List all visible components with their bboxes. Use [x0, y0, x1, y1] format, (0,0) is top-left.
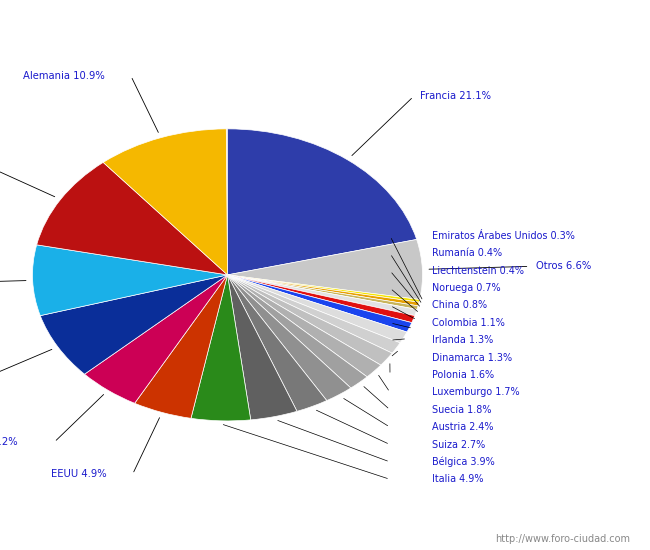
- Text: Emiratos Árabes Unidos 0.3%: Emiratos Árabes Unidos 0.3%: [432, 231, 575, 241]
- Wedge shape: [32, 245, 228, 316]
- Text: Suecia 1.8%: Suecia 1.8%: [432, 405, 492, 415]
- Text: Suiza 2.7%: Suiza 2.7%: [432, 439, 486, 449]
- Wedge shape: [227, 275, 419, 306]
- Text: Bélgica 3.9%: Bélgica 3.9%: [432, 456, 495, 467]
- Text: Polonia 1.6%: Polonia 1.6%: [432, 370, 495, 380]
- Text: Marruecos 5.2%: Marruecos 5.2%: [0, 437, 18, 447]
- Text: Austria 2.4%: Austria 2.4%: [432, 422, 494, 432]
- Text: Alemania 10.9%: Alemania 10.9%: [23, 71, 105, 81]
- Text: Rumanía 0.4%: Rumanía 0.4%: [432, 249, 502, 258]
- Wedge shape: [227, 239, 422, 300]
- Wedge shape: [227, 275, 392, 365]
- Text: Dinamarca 1.3%: Dinamarca 1.3%: [432, 353, 512, 362]
- Text: Colombia 1.1%: Colombia 1.1%: [432, 318, 505, 328]
- Wedge shape: [103, 129, 228, 275]
- Wedge shape: [84, 275, 227, 403]
- Text: Liechtenstein 0.4%: Liechtenstein 0.4%: [432, 266, 525, 276]
- Text: Otros 6.6%: Otros 6.6%: [536, 261, 592, 271]
- Wedge shape: [227, 129, 417, 275]
- Wedge shape: [227, 275, 327, 411]
- Wedge shape: [135, 275, 227, 419]
- Wedge shape: [227, 275, 297, 420]
- Text: Irlanda 1.3%: Irlanda 1.3%: [432, 336, 493, 345]
- Text: EEUU 4.9%: EEUU 4.9%: [51, 469, 107, 480]
- Wedge shape: [227, 275, 420, 302]
- Wedge shape: [227, 275, 367, 388]
- Text: Francia 21.1%: Francia 21.1%: [420, 91, 491, 102]
- Wedge shape: [227, 275, 351, 400]
- Text: China 0.8%: China 0.8%: [432, 300, 488, 311]
- Wedge shape: [36, 162, 228, 275]
- Wedge shape: [227, 275, 381, 377]
- Text: Jerez de la Frontera - Turistas extranjeros según país - Agosto de 2024: Jerez de la Frontera - Turistas extranje…: [60, 14, 590, 27]
- Wedge shape: [191, 275, 251, 421]
- Text: Italia 4.9%: Italia 4.9%: [432, 474, 484, 485]
- Text: http://www.foro-ciudad.com: http://www.foro-ciudad.com: [495, 534, 630, 544]
- Wedge shape: [227, 275, 400, 353]
- Wedge shape: [40, 275, 228, 374]
- Wedge shape: [227, 275, 407, 343]
- Wedge shape: [227, 275, 418, 310]
- Wedge shape: [227, 275, 417, 316]
- Text: Noruega 0.7%: Noruega 0.7%: [432, 283, 501, 293]
- Text: Luxemburgo 1.7%: Luxemburgo 1.7%: [432, 387, 520, 398]
- Wedge shape: [227, 275, 412, 332]
- Wedge shape: [227, 275, 415, 323]
